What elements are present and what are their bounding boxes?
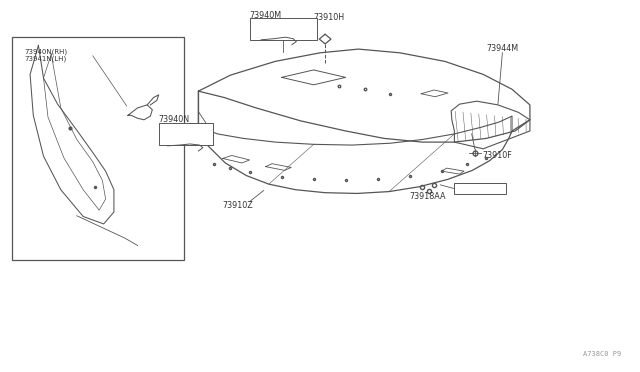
Text: 73940M: 73940M	[250, 11, 282, 20]
Text: 73918A: 73918A	[166, 132, 195, 138]
Text: 73944M: 73944M	[486, 44, 518, 53]
Text: 73940MA: 73940MA	[457, 186, 492, 192]
Text: 73918AA: 73918AA	[410, 192, 446, 201]
Text: 73940N: 73940N	[159, 115, 190, 124]
Text: 73940N(RH): 73940N(RH)	[24, 48, 67, 55]
Bar	[454, 183, 506, 194]
Text: 73910H: 73910H	[314, 13, 345, 22]
Bar	[159, 123, 213, 145]
Text: 73910F: 73910F	[482, 151, 511, 160]
Text: 73910Z: 73910Z	[222, 201, 253, 210]
Bar	[250, 18, 317, 40]
Text: A738C0 P9: A738C0 P9	[582, 351, 621, 357]
Bar	[12, 37, 184, 260]
Text: 73941N(LH): 73941N(LH)	[24, 55, 67, 62]
Text: 73918A: 73918A	[257, 28, 285, 33]
